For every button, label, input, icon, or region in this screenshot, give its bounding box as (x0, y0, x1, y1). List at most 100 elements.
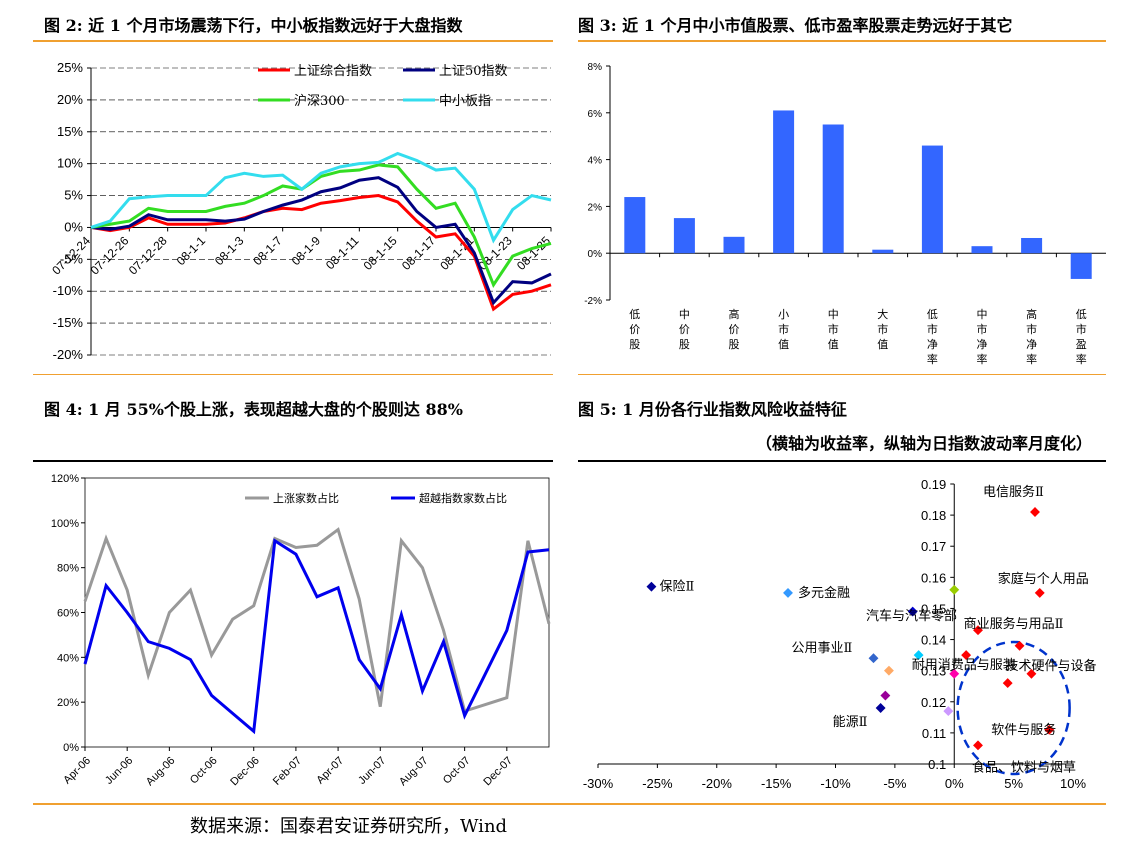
bottom-rule (33, 803, 1106, 805)
fig3-bar (1021, 237, 1043, 254)
fig5-ytick-label: 0.11 (922, 726, 946, 741)
fig5-xtick-label: -10% (820, 776, 851, 791)
fig4-series-line (83, 538, 550, 735)
fig3-category-label: 低市盈率 (1076, 308, 1087, 366)
fig2-legend-label: 中小板指 (439, 94, 491, 109)
fig4-legend-label: 超越指数家数占比 (419, 491, 507, 505)
fig4-xtick-label: Apr-07 (314, 755, 346, 787)
fig4-xtick-label: Aug-07 (397, 755, 431, 789)
fig3-bar (921, 145, 943, 254)
fig2-top-rule (33, 40, 553, 42)
fig5-point-label: 技术硬件与设备 (1005, 658, 1096, 674)
fig2-series-line (90, 176, 552, 306)
fig5-point-label: 电信服务Ⅱ (983, 484, 1044, 500)
fig5-point (1034, 587, 1045, 598)
fig3-top-rule (578, 40, 1106, 42)
fig3-category-label: 低市净率 (927, 308, 938, 366)
fig2-series-line (90, 151, 552, 244)
fig3-ytick-label: 8% (588, 62, 603, 73)
fig5-xtick-label: -25% (642, 776, 673, 791)
fig4-xtick-label: Aug-06 (144, 755, 178, 789)
fig2-legend-label: 上证50指数 (439, 64, 508, 79)
fig5-point (1002, 678, 1013, 689)
fig5-point (943, 706, 954, 717)
fig4-top-rule (33, 460, 553, 462)
fig3-ytick-label: 6% (588, 109, 603, 120)
fig2-ytick-label: -20% (53, 347, 84, 362)
fig3-chart: 8% 6% 4% 2% 0% -2% 低价股 中价股 高价股 小市值 中市值 大市值 低市净率 中市净率 高… (578, 48, 1106, 368)
fig3-bar (723, 236, 745, 254)
fig5-point-label: 汽车与汽车零部 (866, 608, 957, 624)
fig2-xtick-label: 08-1-9 (289, 233, 324, 268)
fig5-ytick-label: 0.1 (928, 757, 946, 772)
fig5-ytick-label: 0.15 (921, 601, 946, 616)
fig5-ytick-label: 0.13 (921, 664, 946, 679)
fig3-bar (773, 110, 795, 254)
fig5-point (949, 668, 960, 679)
fig2-svg: 25%20%15%10%5%0%-5%-10%-15%-20%07-12-240… (49, 60, 553, 362)
fig2-xtick-label: 08-1-1 (174, 233, 209, 268)
fig5-point (875, 703, 886, 713)
fig3-category-label: 低价股 (629, 308, 640, 351)
fig2-xtick-label: 08-1-15 (361, 233, 400, 272)
fig5-point-label: 商业服务与用品Ⅱ (964, 616, 1064, 632)
fig4-xtick-label: Oct-06 (188, 755, 220, 787)
fig4-legend-label: 上涨家数占比 (273, 491, 339, 505)
fig3-category-label: 中价股 (679, 308, 690, 351)
fig4-xtick-label: Dec-06 (228, 755, 262, 789)
fig2-xtick-label: 08-1-3 (212, 233, 247, 268)
fig3-bar (971, 246, 993, 254)
fig3-svg: 8% 6% 4% 2% 0% -2% 低价股 中价股 高价股 小市值 中市值 大市值 低市净率 中市净率 高… (584, 62, 1106, 366)
fig5-xtick-label: 0% (945, 776, 964, 791)
fig2-ytick-label: -5% (60, 251, 84, 266)
fig5-point (907, 606, 918, 617)
fig5-point (913, 650, 924, 661)
fig5-xtick-label: -20% (702, 776, 733, 791)
fig5-point-label: 能源Ⅱ (833, 715, 868, 730)
fig4-ytick-label: 20% (57, 697, 79, 709)
fig5-point (783, 587, 793, 598)
fig3-bar (872, 249, 894, 254)
fig3-bar (673, 218, 695, 254)
fig5-point (1026, 668, 1037, 679)
fig3-bar (624, 197, 646, 254)
fig2-xtick-label: 07-12-28 (126, 233, 170, 277)
fig2-ytick-label: 0% (64, 219, 83, 234)
fig4-ytick-label: 100% (51, 518, 79, 530)
fig3-category-label: 小市值 (778, 308, 789, 351)
fig5-point (1044, 724, 1055, 735)
fig4-xtick-label: Oct-07 (441, 755, 473, 787)
fig4-xtick-label: Jun-07 (356, 755, 388, 787)
fig2-xtick-label: 07-12-24 (49, 233, 93, 277)
fig3-category-label: 中市值 (828, 308, 839, 351)
fig5-point (973, 625, 983, 636)
fig5-ytick-label: 0.16 (921, 570, 946, 585)
fig5-ytick-label: 0.14 (921, 633, 946, 648)
fig3-ytick-label: 2% (588, 202, 603, 213)
fig3-bar (822, 124, 844, 254)
fig5-point (973, 740, 983, 751)
fig2-title: 图 2: 近 1 个月市场震荡下行，中小板指数远好于大盘指数 (44, 16, 463, 35)
fig2-ytick-label: -15% (53, 315, 84, 330)
fig2-xtick-label: 07-12-26 (88, 233, 132, 277)
fig2-ytick-label: 15% (57, 124, 83, 139)
fig5-xtick-label: -15% (761, 776, 792, 791)
fig4-series-line (83, 527, 551, 714)
fig2-xtick-label: 08-1-17 (399, 233, 438, 272)
fig4-ytick-label: 80% (57, 563, 79, 575)
fig5-title: 图 5: 1 月份各行业指数风险收益特征 (578, 400, 847, 419)
fig4-chart: 120% 100% 80% 60% 40% 20% 0% Apr-06 Jun-06 Aug-06… (33, 466, 553, 800)
fig5-point (1014, 640, 1025, 651)
fig4-xtick-label: Feb-07 (271, 755, 304, 788)
fig5-ytick-label: 0.12 (921, 695, 946, 710)
fig4-svg: 120% 100% 80% 60% 40% 20% 0%Apr-06 Jun-06 Aug-06… (51, 473, 551, 789)
fig3-category-label: 中市净率 (977, 308, 988, 366)
fig5-point-label: 保险Ⅱ (659, 580, 694, 595)
fig2-ytick-label: 10% (57, 156, 83, 171)
fig5-top-rule (578, 460, 1106, 462)
fig5-ytick-label: 0.17 (921, 539, 946, 554)
fig3-category-label: 高价股 (729, 307, 740, 351)
fig5-point (961, 650, 972, 661)
fig4-ytick-label: 120% (51, 473, 79, 485)
fig4-ytick-label: 40% (57, 652, 79, 664)
